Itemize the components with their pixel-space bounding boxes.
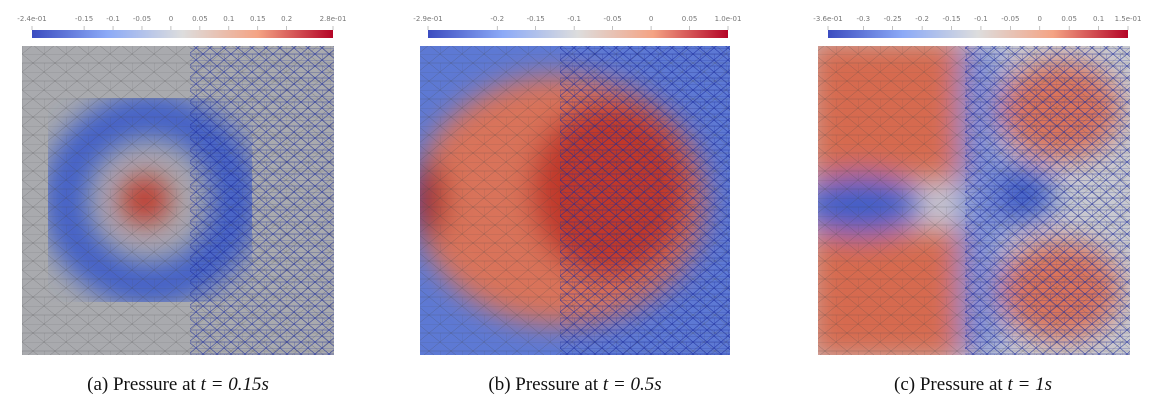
colorbar-tick-label: -0.2 bbox=[915, 15, 929, 23]
figure-panels: -2.4e-01 -0.15 -0.1 -0.05 0 0.05 0.1 0.15 0.2 2.8… bbox=[17, 15, 1142, 355]
panel-b-image bbox=[420, 46, 730, 355]
caption-a: (a) Pressure at t = 0.15s bbox=[87, 374, 269, 395]
colorbar-tick-label: 1.5e-01 bbox=[1115, 15, 1142, 23]
colorbar-tick-label: -3.6e-01 bbox=[813, 15, 842, 23]
colorbar-tick-label: -0.1 bbox=[106, 15, 120, 23]
colorbar-tick-label: -0.15 bbox=[527, 15, 545, 23]
colorbar-tick-label: 0 bbox=[1038, 15, 1042, 23]
colorbar-tick-label: -0.05 bbox=[604, 15, 622, 23]
colorbar-tick-label: -0.05 bbox=[1001, 15, 1019, 23]
colorbar bbox=[428, 30, 728, 38]
colorbar-tick-label: 2.8e-01 bbox=[320, 15, 347, 23]
colorbar-tick-label: -2.4e-01 bbox=[17, 15, 46, 23]
colorbar-tick-label: 0.1 bbox=[223, 15, 234, 23]
colorbar-tick-label: 0.15 bbox=[250, 15, 266, 23]
colorbar-tick-label: -0.2 bbox=[490, 15, 504, 23]
colorbar-tick-label: 1.0e-01 bbox=[715, 15, 742, 23]
colorbar-tick-label: -2.9e-01 bbox=[413, 15, 442, 23]
colorbar bbox=[32, 30, 333, 38]
colorbar bbox=[828, 30, 1128, 38]
caption-b: (b) Pressure at t = 0.5s bbox=[488, 374, 662, 395]
colorbar-tick-label: -0.1 bbox=[567, 15, 581, 23]
colorbar-tick-label: 0 bbox=[649, 15, 653, 23]
colorbar-tick-label: 0 bbox=[169, 15, 173, 23]
colorbar-tick-label: 0.2 bbox=[281, 15, 292, 23]
colorbar-tick-label: -0.15 bbox=[75, 15, 93, 23]
colorbar-tick-label: 0.1 bbox=[1093, 15, 1104, 23]
colorbar-tick-label: -0.15 bbox=[942, 15, 960, 23]
panel-c-image bbox=[818, 46, 1130, 355]
colorbar-tick-label: 0.05 bbox=[1061, 15, 1077, 23]
colorbar-tick-label: 0.05 bbox=[682, 15, 698, 23]
colorbar-tick-label: -0.3 bbox=[856, 15, 870, 23]
caption-c: (c) Pressure at t = 1s bbox=[894, 374, 1052, 395]
colorbar-tick-label: 0.05 bbox=[192, 15, 208, 23]
colorbar-tick-label: -0.05 bbox=[133, 15, 151, 23]
colorbar-tick-label: -0.25 bbox=[884, 15, 902, 23]
colorbar-tick-label: -0.1 bbox=[974, 15, 988, 23]
panel-a-image bbox=[22, 46, 334, 355]
